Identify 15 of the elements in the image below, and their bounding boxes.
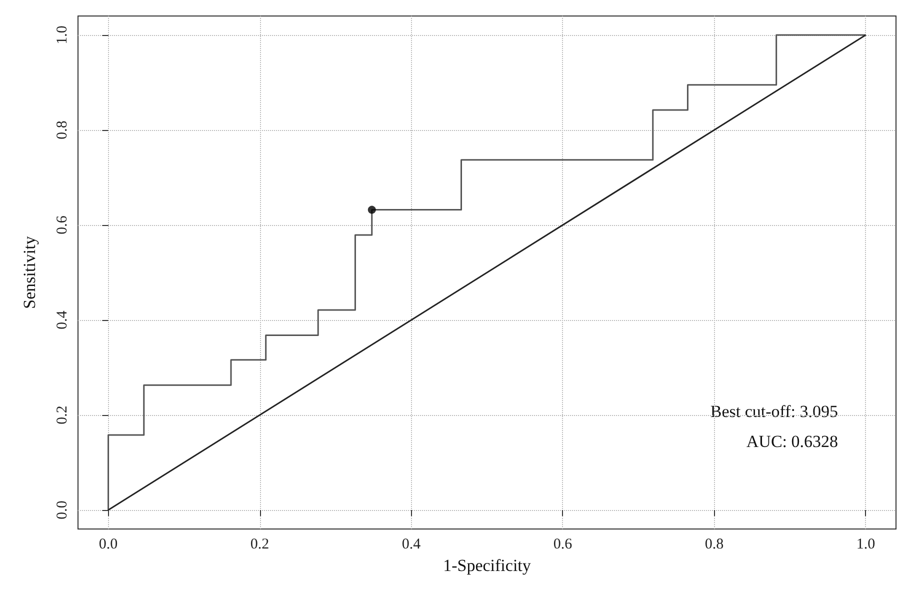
x-tick-label: 0.6 [553,536,573,552]
y-tick-label: 0.6 [54,215,70,234]
y-tick-label: 0.2 [54,406,70,424]
y-tick-label: 0.8 [54,120,70,140]
x-axis-title: 1-Specificity [443,556,532,575]
y-tick-label: 1.0 [54,26,70,44]
x-tick-label: 0.0 [98,536,118,552]
y-axis-title: Sensitivity [20,236,39,309]
x-tick-label: 0.8 [704,536,724,552]
x-tick-label: 0.4 [402,536,422,552]
annotation: AUC: 0.6328 [746,432,838,451]
x-tick-label: 0.2 [250,536,270,552]
y-tick-label: 0.0 [54,500,70,520]
x-tick-label: 1.0 [856,536,876,552]
y-tick-label: 0.4 [54,310,70,330]
